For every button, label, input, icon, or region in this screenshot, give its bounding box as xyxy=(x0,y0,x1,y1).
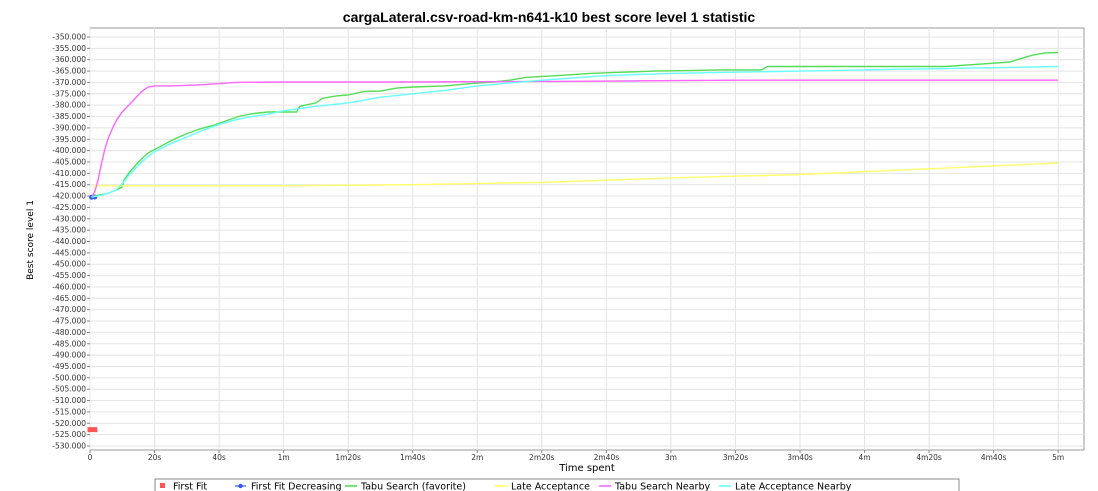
legend-label: Tabu Search Nearby xyxy=(614,482,710,491)
legend-item-first-fit: First Fit xyxy=(160,482,207,491)
y-axis-ticks: -350.000 -355.000 -360.000 -365.000 -370.000… xyxy=(52,33,90,451)
y-tick-label: -375.000 xyxy=(52,89,86,98)
y-tick-label: -440.000 xyxy=(52,237,86,246)
legend-box xyxy=(154,478,960,491)
x-tick-label: 2m20s xyxy=(529,453,555,462)
y-tick-label: -405.000 xyxy=(52,157,86,166)
x-axis-label: Time spent xyxy=(558,463,615,474)
legend-item-tabu-search-nearby: Tabu Search Nearby xyxy=(599,482,710,491)
y-tick-label: -445.000 xyxy=(52,248,86,257)
y-tick-label: -390.000 xyxy=(52,123,86,132)
legend-swatch xyxy=(160,483,165,488)
y-tick-label: -465.000 xyxy=(52,294,86,303)
y-tick-label: -480.000 xyxy=(52,328,86,337)
x-tick-label: 1m40s xyxy=(400,453,426,462)
y-tick-label: -380.000 xyxy=(52,101,86,110)
plot-area xyxy=(89,27,1085,451)
legend-label: Tabu Search (favorite) xyxy=(360,482,466,491)
series-line-tabu-search-nearby xyxy=(90,79,1059,198)
x-tick-label: 2m xyxy=(471,453,483,462)
x-tick-label: 4m20s xyxy=(916,453,942,462)
y-tick-label: -385.000 xyxy=(52,112,86,121)
x-tick-label: 0 xyxy=(88,453,93,462)
series-line-late-acceptance-nearby xyxy=(91,65,1059,198)
x-tick-label: 4m xyxy=(859,453,871,462)
y-tick-label: -475.000 xyxy=(52,317,86,326)
y-tick-label: -430.000 xyxy=(52,214,86,223)
y-tick-label: -490.000 xyxy=(52,351,86,360)
y-tick-label: -350.000 xyxy=(52,33,86,42)
legend-item-first-fit-decreasing: First Fit Decreasing xyxy=(235,482,342,491)
y-tick-label: -425.000 xyxy=(52,203,86,212)
legend: First Fit First Fit Decreasing Tabu Search… xyxy=(154,478,960,491)
y-tick-label: -370.000 xyxy=(52,78,86,87)
legend-item-tabu-search-favorite: Tabu Search (favorite) xyxy=(345,482,466,491)
legend-marker xyxy=(238,483,243,489)
x-tick-label: 2m40s xyxy=(594,453,620,462)
y-tick-label: -515.000 xyxy=(52,407,86,416)
y-tick-label: -410.000 xyxy=(52,169,86,178)
y-tick-label: -485.000 xyxy=(52,339,86,348)
y-axis-label: Best score level 1 xyxy=(26,200,36,280)
y-tick-label: -355.000 xyxy=(52,44,86,53)
y-tick-label: -510.000 xyxy=(52,396,86,405)
legend-item-late-acceptance: Late Acceptance xyxy=(495,482,590,491)
y-tick-label: -450.000 xyxy=(52,260,86,269)
y-tick-label: -360.000 xyxy=(52,55,86,64)
point-first-fit xyxy=(92,427,98,433)
x-tick-label: 3m xyxy=(665,453,677,462)
x-tick-label: 3m20s xyxy=(723,453,749,462)
y-tick-label: -495.000 xyxy=(52,362,86,371)
legend-item-late-acceptance-nearby: Late Acceptance Nearby xyxy=(719,482,852,491)
point-first-fit xyxy=(87,427,93,433)
y-tick-label: -400.000 xyxy=(52,146,86,155)
y-tick-label: -505.000 xyxy=(52,385,86,394)
y-tick-label: -530.000 xyxy=(52,442,86,451)
y-tick-label: -365.000 xyxy=(52,67,86,76)
y-tick-label: -395.000 xyxy=(52,135,86,144)
y-tick-label: -420.000 xyxy=(52,192,86,201)
legend-label: First Fit xyxy=(173,482,207,491)
x-axis-ticks: 0 20s 40s 1m 1m20s 1m40s 2m 2m20s 2m40s 3m 3m20s 3m… xyxy=(88,450,1064,462)
x-tick-label: 1m xyxy=(278,453,290,462)
y-tick-label: -460.000 xyxy=(52,282,86,291)
x-tick-label: 3m40s xyxy=(787,453,813,462)
y-tick-label: -525.000 xyxy=(52,430,86,439)
y-tick-label: -520.000 xyxy=(52,419,86,428)
y-tick-label: -500.000 xyxy=(52,373,86,382)
x-tick-label: 1m20s xyxy=(335,453,361,462)
y-tick-label: -435.000 xyxy=(52,226,86,235)
x-tick-label: 4m40s xyxy=(981,453,1007,462)
x-tick-label: 20s xyxy=(148,453,162,462)
series xyxy=(87,51,1059,433)
series-line-tabu-search-favorite xyxy=(93,51,1059,197)
series-line-late-acceptance xyxy=(93,162,1059,187)
y-tick-label: -415.000 xyxy=(52,180,86,189)
chart-title: cargaLateral.csv-road-km-n641-k10 best s… xyxy=(343,9,756,25)
y-tick-label: -470.000 xyxy=(52,305,86,314)
legend-label: Late Acceptance Nearby xyxy=(735,482,852,491)
x-tick-label: 40s xyxy=(212,453,226,462)
legend-label: First Fit Decreasing xyxy=(251,482,342,491)
y-tick-label: -455.000 xyxy=(52,271,86,280)
x-tick-label: 5m xyxy=(1052,453,1064,462)
grid xyxy=(89,28,1084,450)
legend-label: Late Acceptance xyxy=(511,482,590,491)
